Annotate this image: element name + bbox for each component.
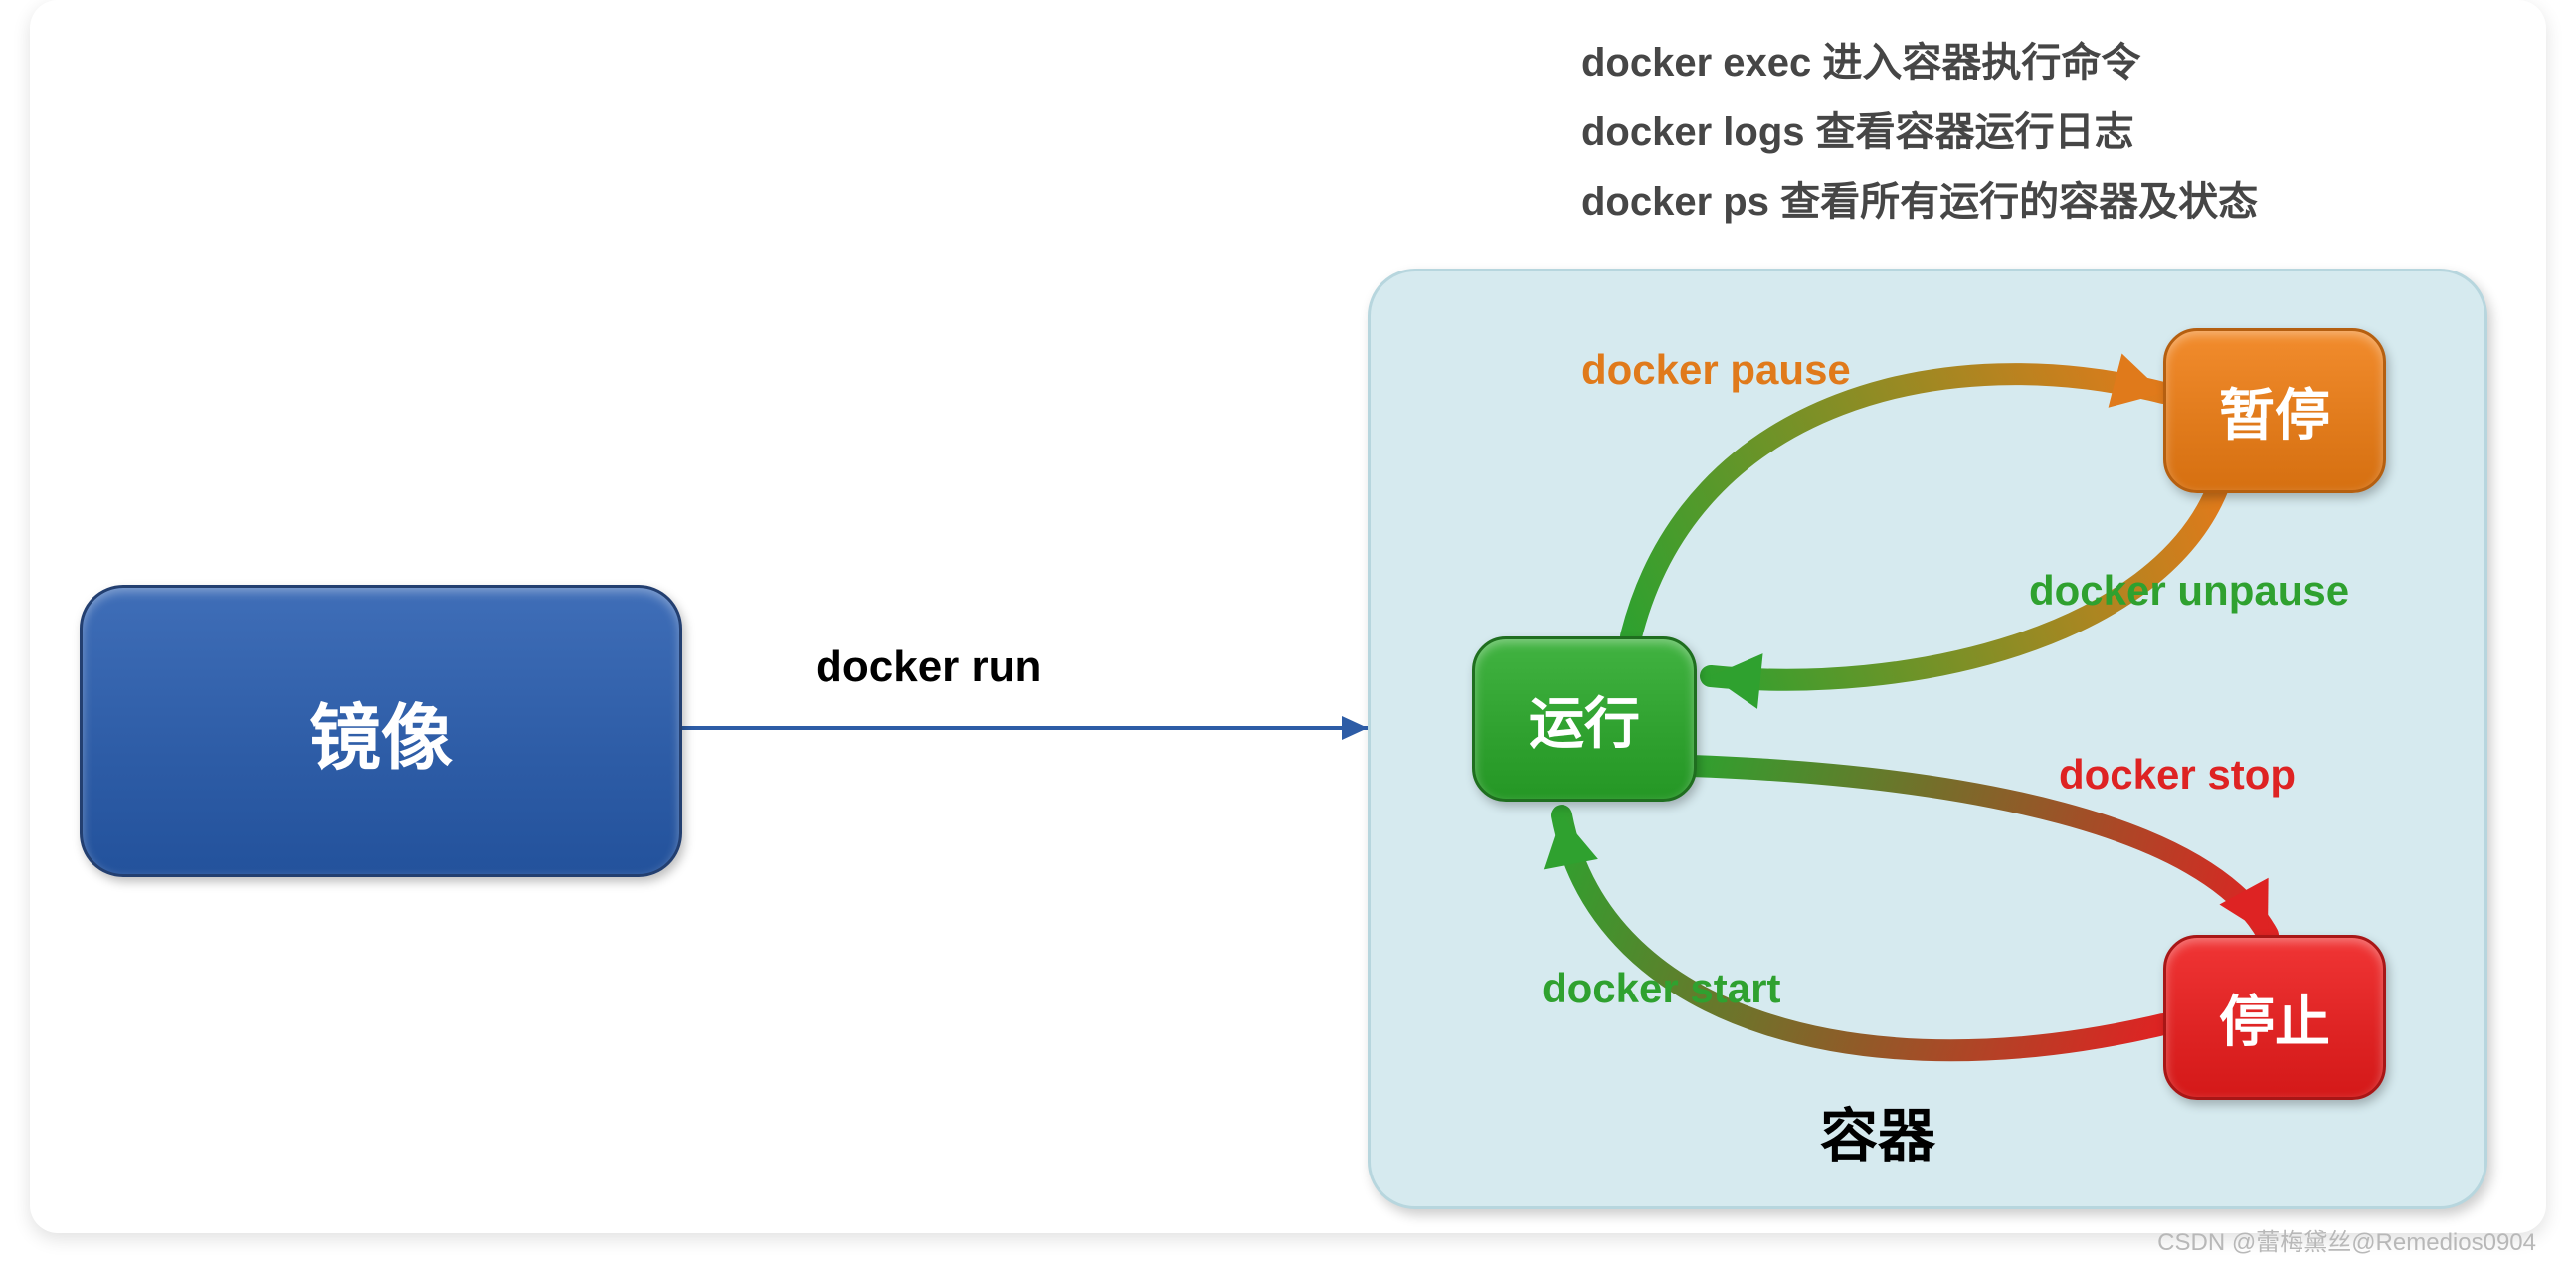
top-caption-line: docker exec 进入容器执行命令 bbox=[1581, 30, 2140, 88]
edge-label-start: docker start bbox=[1542, 965, 1780, 1012]
node-running: 运行 bbox=[1472, 636, 1697, 802]
node-stopped: 停止 bbox=[2163, 935, 2386, 1100]
top-caption-line: docker ps 查看所有运行的容器及状态 bbox=[1581, 169, 2258, 227]
diagram-canvas: docker exec 进入容器执行命令 docker logs 查看容器运行日志… bbox=[0, 0, 2576, 1265]
top-caption-line: docker logs 查看容器运行日志 bbox=[1581, 99, 2134, 157]
watermark: CSDN @蕾梅黛丝@Remedios0904 bbox=[2157, 1222, 2536, 1257]
node-image: 镜像 bbox=[80, 585, 682, 877]
edge-label-run: docker run bbox=[816, 642, 1041, 692]
edge-label-unpause: docker unpause bbox=[2029, 567, 2349, 615]
edge-label-pause: docker pause bbox=[1581, 346, 1851, 394]
node-paused: 暂停 bbox=[2163, 328, 2386, 493]
edge-label-stop: docker stop bbox=[2059, 751, 2296, 799]
container-region-label: 容器 bbox=[1820, 1089, 1935, 1173]
